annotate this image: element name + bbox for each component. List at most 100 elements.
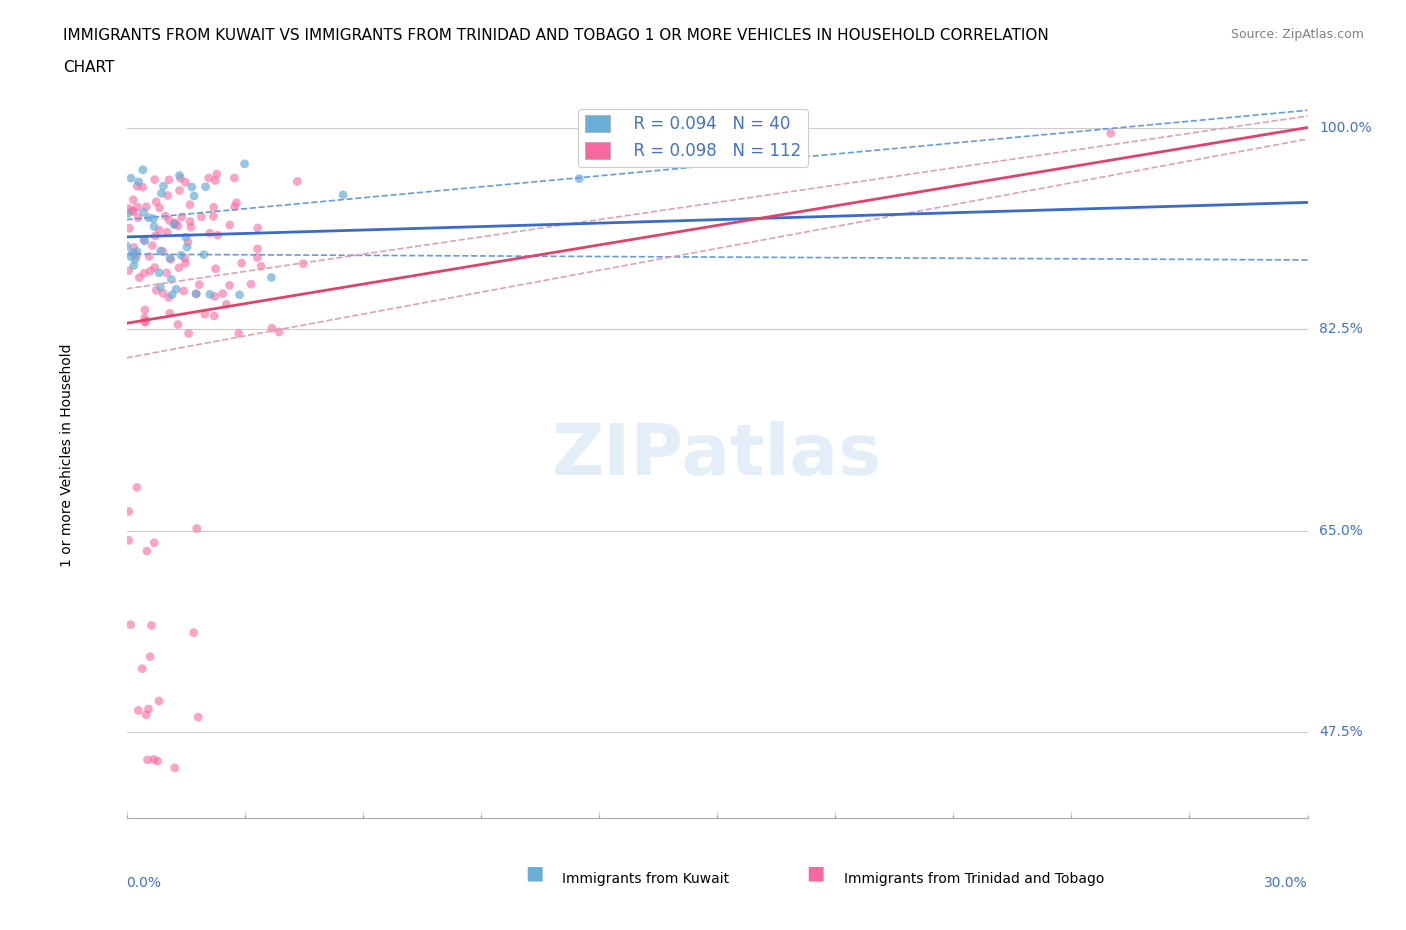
Point [167, 317, 190, 332]
Point [156, 225, 179, 240]
Point [122, 204, 145, 219]
Point [117, 206, 139, 221]
Point [198, 286, 221, 301]
Text: 30.0%: 30.0% [1264, 876, 1308, 890]
Point [159, 306, 181, 321]
Point [267, 325, 290, 339]
Point [167, 260, 190, 275]
Point [228, 326, 250, 340]
Point [139, 264, 162, 279]
Point [169, 171, 191, 186]
Point [179, 214, 201, 229]
Point [169, 183, 191, 198]
Point [134, 302, 156, 317]
Point [177, 234, 200, 249]
Point [127, 179, 149, 193]
Point [233, 156, 256, 171]
Point [143, 752, 166, 767]
Point [198, 226, 221, 241]
Point [180, 179, 202, 194]
Point [169, 168, 191, 183]
Point [156, 188, 179, 203]
Point [152, 179, 174, 193]
Point [122, 240, 145, 255]
Point [177, 326, 200, 341]
Point [141, 618, 163, 633]
Point [163, 761, 186, 776]
Point [163, 218, 186, 232]
Point [292, 257, 315, 272]
Point [131, 179, 153, 194]
Point [211, 286, 233, 301]
Point [207, 228, 229, 243]
Point [142, 211, 165, 226]
Text: ■: ■ [524, 864, 544, 883]
Point [145, 194, 167, 209]
Point [122, 193, 145, 207]
Text: 100.0%: 100.0% [1319, 121, 1372, 135]
Point [183, 189, 205, 204]
Point [246, 250, 269, 265]
Point [143, 260, 166, 275]
Point [124, 252, 146, 267]
Text: 1 or more Vehicles in Household: 1 or more Vehicles in Household [60, 344, 75, 567]
Point [1099, 126, 1122, 140]
Point [148, 223, 170, 238]
Point [139, 649, 162, 664]
Point [215, 297, 238, 312]
Point [194, 179, 217, 194]
Point [157, 213, 180, 228]
Point [136, 752, 159, 767]
Point [218, 278, 240, 293]
Point [174, 175, 197, 190]
Point [240, 277, 263, 292]
Point [250, 259, 273, 273]
Point [122, 259, 145, 273]
Point [128, 175, 150, 190]
Point [127, 199, 149, 214]
Point [143, 536, 166, 551]
Point [143, 172, 166, 187]
Point [138, 701, 160, 716]
Point [118, 533, 141, 548]
Point [160, 272, 183, 286]
Point [134, 315, 156, 330]
Point [231, 256, 253, 271]
Point [152, 244, 174, 259]
Point [160, 287, 183, 302]
Point [225, 195, 247, 210]
Point [197, 170, 219, 185]
Point [141, 238, 163, 253]
Point [157, 172, 180, 187]
Point [134, 311, 156, 325]
Point [132, 163, 155, 178]
Point [122, 246, 145, 261]
Point [148, 265, 170, 280]
Point [152, 286, 174, 300]
Point [115, 239, 138, 254]
Point [170, 209, 193, 224]
Text: 47.5%: 47.5% [1319, 725, 1364, 739]
Point [186, 521, 208, 536]
Point [135, 708, 157, 723]
Point [143, 229, 166, 244]
Point [157, 290, 180, 305]
Point [205, 166, 228, 181]
Point [128, 270, 150, 285]
Point [188, 277, 211, 292]
Point [218, 218, 240, 232]
Text: 0.0%: 0.0% [127, 876, 162, 890]
Text: Immigrants from Kuwait: Immigrants from Kuwait [562, 871, 730, 886]
Point [146, 754, 169, 769]
Point [202, 209, 225, 224]
Point [186, 286, 208, 301]
Point [165, 216, 187, 231]
Point [159, 252, 181, 267]
Point [180, 219, 202, 234]
Point [138, 210, 160, 225]
Point [120, 171, 142, 186]
Point [165, 282, 187, 297]
Point [118, 504, 141, 519]
Point [121, 245, 143, 259]
Point [121, 204, 143, 219]
